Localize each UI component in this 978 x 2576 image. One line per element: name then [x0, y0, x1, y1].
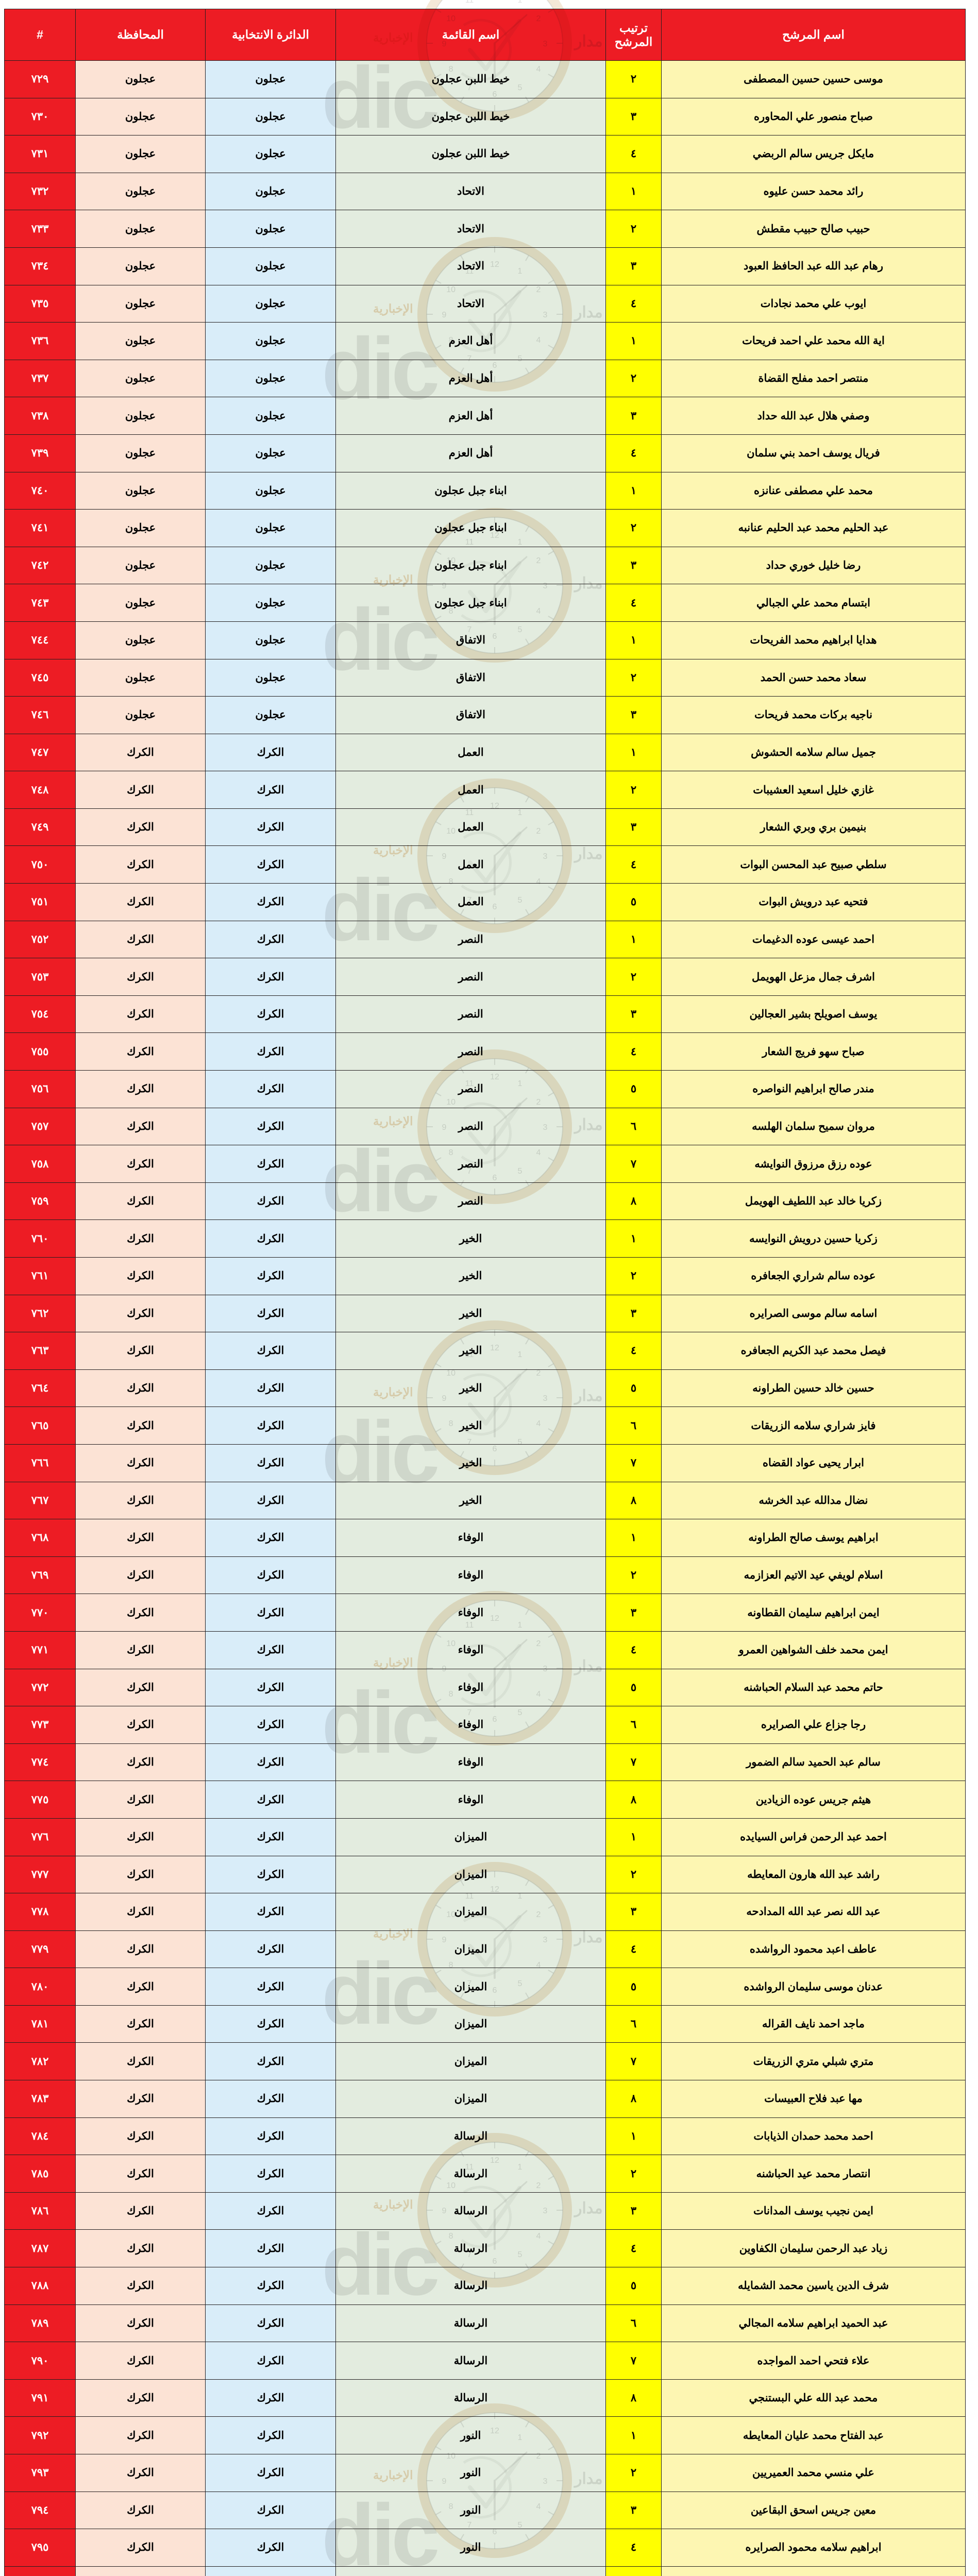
svg-text:1: 1 — [518, 0, 522, 5]
svg-text:11: 11 — [465, 0, 474, 5]
